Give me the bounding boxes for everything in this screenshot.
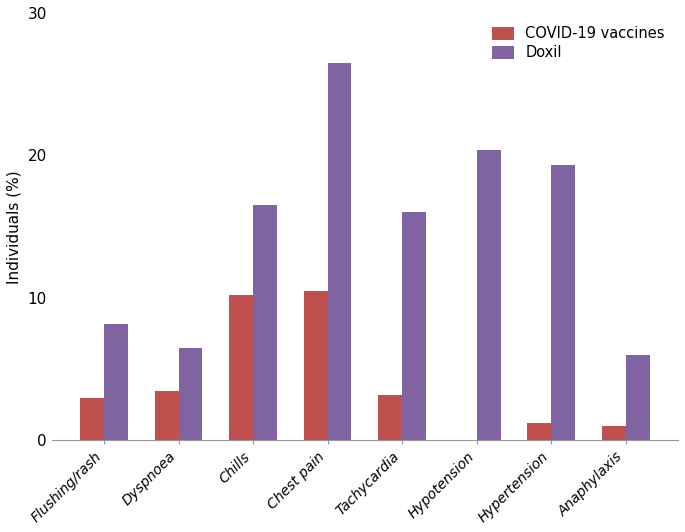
Bar xyxy=(551,165,575,440)
Bar xyxy=(229,295,253,440)
Y-axis label: Individuals (%): Individuals (%) xyxy=(7,170,22,284)
Bar xyxy=(80,398,104,440)
Bar xyxy=(527,423,551,440)
Bar xyxy=(625,355,649,440)
Bar xyxy=(402,212,426,440)
Bar xyxy=(104,323,128,440)
Bar xyxy=(253,205,277,440)
Legend: COVID-19 vaccines, Doxil: COVID-19 vaccines, Doxil xyxy=(486,20,671,66)
Bar xyxy=(602,426,625,440)
Bar xyxy=(303,291,327,440)
Bar xyxy=(155,390,179,440)
Bar xyxy=(378,395,402,440)
Bar xyxy=(327,63,351,440)
Bar xyxy=(477,149,501,440)
Bar xyxy=(179,348,203,440)
